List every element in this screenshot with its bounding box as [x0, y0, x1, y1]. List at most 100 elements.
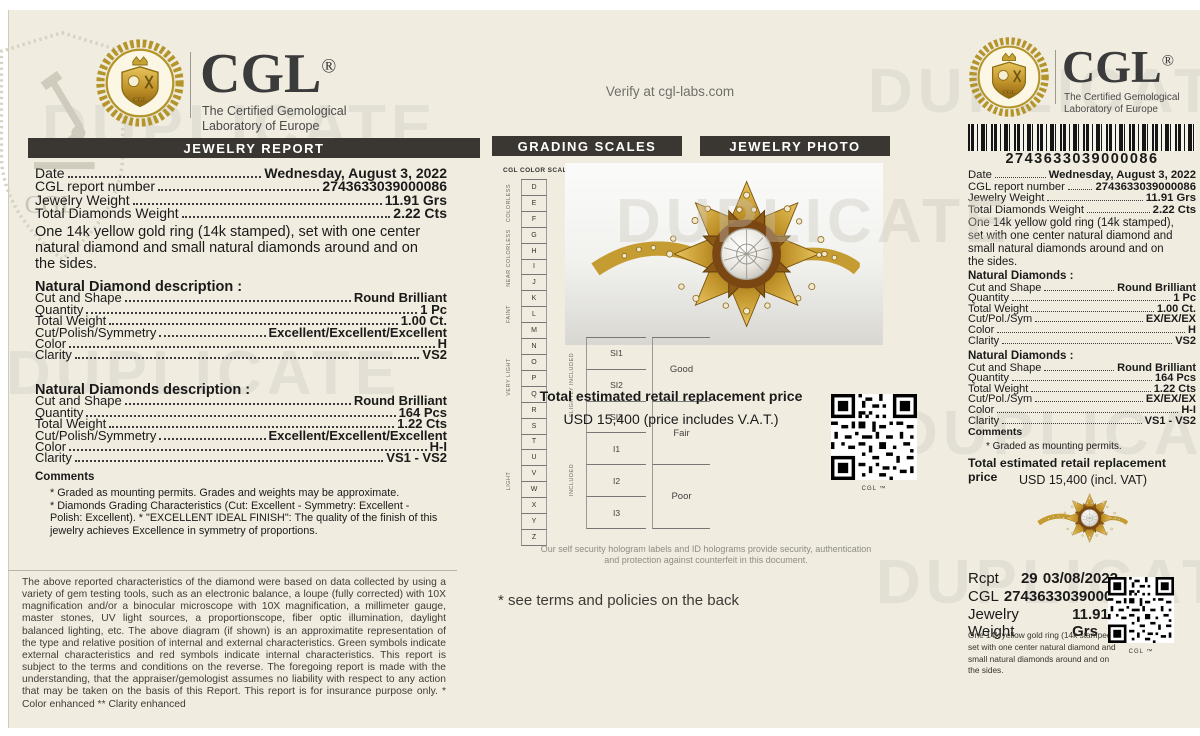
- comment-line: * Diamonds Grading Characteristics (Cut:…: [50, 499, 438, 537]
- logo-subtitle-line2: Laboratory of Europe: [202, 119, 320, 133]
- info-label: CGL report number: [35, 178, 156, 194]
- comments-title: Comments: [35, 471, 95, 483]
- logo-subtitle-line1: The Certified Gemological: [202, 104, 347, 118]
- spec-row: Clarity VS2: [968, 335, 1196, 347]
- dot-leader: [181, 216, 391, 218]
- spec-label: Color: [35, 335, 67, 351]
- spec-value: EX/EX/EX: [1145, 393, 1196, 406]
- spec-label: Cut and Shape: [968, 281, 1042, 294]
- dot-leader: [1044, 369, 1115, 371]
- logo-subtitle-line1: The Certified Gemological: [1064, 92, 1180, 103]
- color-scale-cell: O: [521, 354, 547, 371]
- info-value: Wednesday, August 3, 2022: [1048, 168, 1196, 181]
- section-title-natural-diamonds: Natural Diamonds :: [968, 350, 1074, 362]
- spec-row: Total Weight 1.00 Ct.: [968, 303, 1196, 315]
- spec-value: VS1 - VS2: [386, 450, 447, 466]
- spec-row: Total Weight 1.00 Ct.: [35, 313, 447, 328]
- info-value: 2.22 Cts: [1152, 204, 1196, 217]
- grading-scales-header: GRADING SCALES: [492, 136, 682, 156]
- dot-leader: [1002, 422, 1142, 424]
- color-scale-cell: K: [521, 291, 547, 308]
- jewelry-description: One 14k yellow gold ring (14k stamped), …: [968, 217, 1174, 268]
- spec-row: Quantity 164 Pcs: [35, 404, 447, 420]
- dot-leader: [1031, 310, 1154, 312]
- natural-diamonds-spec-list: Cut and Shape Round Brilliant Quantity 1 P…: [968, 281, 1196, 347]
- dot-leader: [1011, 300, 1171, 302]
- spec-row: Color H-I: [35, 439, 447, 454]
- fine-print: The above reported characteristics of th…: [22, 577, 446, 710]
- color-scale-cell: I: [521, 259, 547, 276]
- color-scale-cell: W: [521, 482, 547, 499]
- spec-row: Cut/Polish/Symmetry Excellent/Excellent/E…: [35, 427, 447, 443]
- spec-label: Cut and Shape: [35, 393, 122, 409]
- color-group-label: COLORLESS: [506, 183, 512, 223]
- color-scale-cell: D: [521, 180, 547, 196]
- qr-code-block: CGL ™: [1108, 577, 1174, 655]
- info-value: 2.22 Cts: [393, 205, 447, 221]
- cut-scale-cell: Good: [652, 338, 710, 402]
- spec-value: EX/EX/EX: [1145, 313, 1196, 326]
- registered-mark: ®: [321, 56, 337, 78]
- comments-title: Comments: [968, 426, 1023, 438]
- qr-code-block: CGL ™: [831, 394, 917, 492]
- gold-ring-image: [579, 168, 869, 340]
- dot-leader: [1047, 200, 1143, 202]
- report-info-list: Date Wednesday, August 3, 2022 CGL report…: [35, 165, 447, 222]
- spec-row: Cut/Polish/Symmetry Excellent/Excellent/E…: [35, 325, 447, 340]
- dot-leader: [994, 176, 1046, 178]
- clarity-scale-cell: SI2: [586, 369, 646, 402]
- clarity-scale-cell: SI1: [586, 338, 646, 370]
- dot-leader: [1035, 321, 1143, 323]
- color-scale-cell: F: [521, 211, 547, 228]
- dot-leader: [124, 403, 351, 406]
- cgl-gold-seal-icon: [95, 38, 185, 128]
- spec-row: Cut and Shape Round Brilliant: [968, 281, 1196, 294]
- receipt-weight-value: 11.91 Grs: [1072, 606, 1109, 640]
- spec-value: H: [1188, 323, 1196, 336]
- info-label: Jewelry Weight: [35, 191, 130, 208]
- color-group-label: FAINT: [506, 304, 512, 324]
- receipt-row: Jewelry Weight 11.91 Grs: [968, 606, 1138, 640]
- spec-value: 164 Pcs: [398, 404, 447, 420]
- spec-row: Color H-I: [968, 404, 1196, 416]
- price-value: USD 15,400 (price includes V.A.T.): [563, 411, 779, 427]
- natural-diamonds-spec-list: Cut and Shape Round Brilliant Quantity 164…: [35, 393, 447, 466]
- spec-value: H: [437, 335, 447, 351]
- spec-row: Quantity 164 Pcs: [968, 372, 1196, 385]
- dot-leader: [86, 414, 396, 417]
- receipt-cgl-label: CGL: [968, 588, 999, 605]
- dot-leader: [74, 460, 384, 463]
- color-scale-cell: Z: [521, 529, 547, 546]
- info-row: Total Diamonds Weight 2.22 Cts: [35, 205, 447, 221]
- logo-subtitle: The Certified Gemological Laboratory of …: [202, 104, 347, 134]
- spec-label: Cut and Shape: [35, 290, 122, 306]
- spec-value: 1.00 Ct.: [400, 313, 447, 329]
- section-title-natural-diamonds: Natural Diamonds :: [968, 270, 1074, 282]
- info-value: 11.91 Grs: [1145, 192, 1196, 205]
- hologram-note: Our self security hologram labels and ID…: [540, 544, 872, 565]
- spec-label: Cut/Polish/Symmetry: [35, 427, 157, 443]
- clarity-scale-cell: I1: [586, 433, 646, 466]
- logo-divider: [1055, 50, 1056, 104]
- jewelry-photo-header: JEWELRY PHOTO: [700, 136, 890, 156]
- dot-leader: [997, 331, 1186, 333]
- receipt-weight-label: Jewelry Weight: [968, 606, 1019, 640]
- info-value: 11.91 Grs: [384, 191, 447, 208]
- spec-row: Color H: [968, 323, 1196, 336]
- dot-leader: [1035, 401, 1143, 403]
- info-label: CGL report number: [968, 180, 1065, 193]
- spec-value: Round Brilliant: [1117, 281, 1196, 294]
- spec-row: Clarity VS1 - VS2: [968, 415, 1196, 427]
- spec-value: 164 Pcs: [1155, 372, 1196, 385]
- dot-leader: [159, 334, 266, 337]
- clarity-scale-cell: SI3: [586, 401, 646, 434]
- color-scale-title: CGL COLOR SCALE: [503, 167, 572, 174]
- receipt-description: One 14k yellow gold ring (14k stamped), …: [968, 630, 1117, 676]
- color-scale-cell: M: [521, 323, 547, 340]
- receipt-report-number: 2743633039000086: [1003, 588, 1138, 605]
- info-value: 2743633039000086: [322, 178, 447, 194]
- dot-leader: [69, 345, 435, 348]
- comment-line: * Graded as mounting permits.: [986, 441, 1122, 452]
- receipt-number: 29: [1020, 570, 1038, 587]
